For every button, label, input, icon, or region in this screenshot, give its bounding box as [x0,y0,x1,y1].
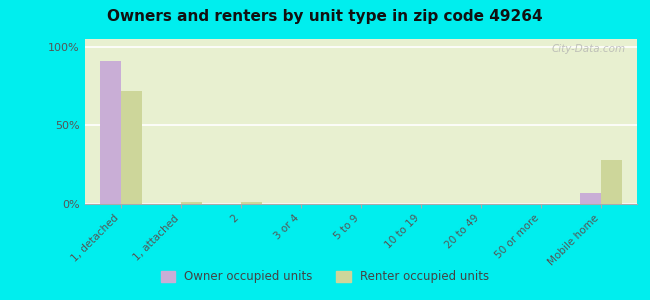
Bar [601,160,622,204]
Bar [120,91,142,204]
Bar [580,193,601,204]
Text: Owners and renters by unit type in zip code 49264: Owners and renters by unit type in zip c… [107,9,543,24]
Bar [240,202,262,204]
Bar [181,202,202,204]
Bar [99,61,120,204]
Legend: Owner occupied units, Renter occupied units: Owner occupied units, Renter occupied un… [156,266,494,288]
Text: City-Data.com: City-Data.com [552,44,626,54]
